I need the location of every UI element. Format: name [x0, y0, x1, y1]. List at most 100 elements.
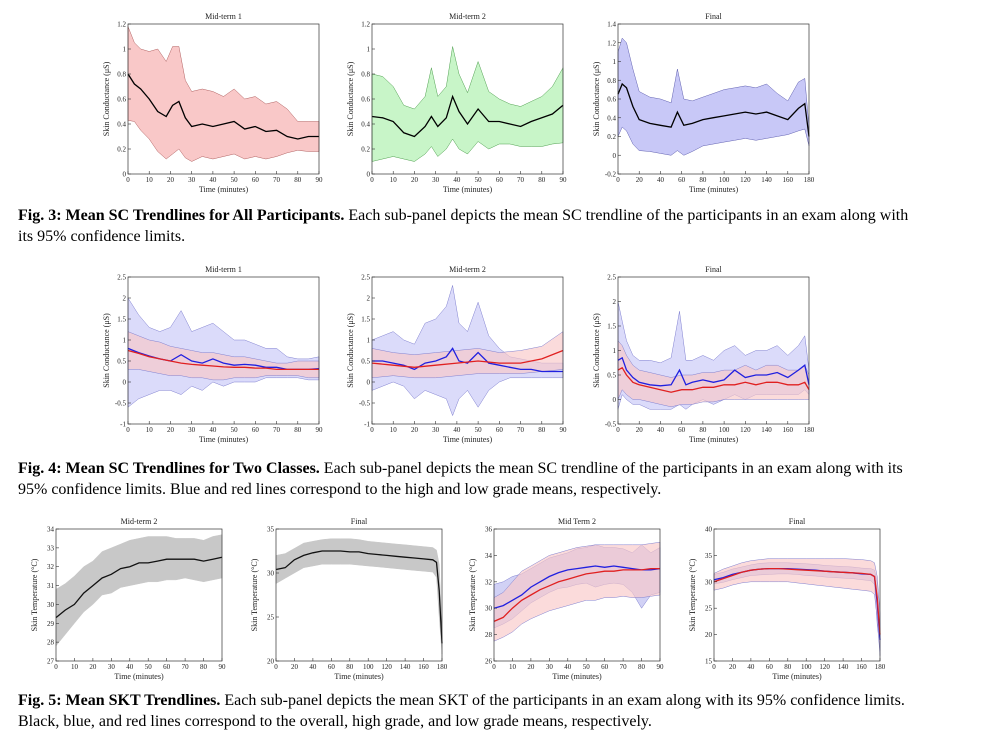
figure-5-text: Each sub-panel depicts the mean SKT of t…: [18, 692, 905, 730]
chart-f5b: Final 0 20 40 60 80 100 120 140 160 180 20 25 30 35 Tim…: [248, 515, 448, 685]
x-tick-label: 0: [274, 663, 278, 671]
y-tick-label: 40: [705, 526, 713, 534]
x-tick-label: 80: [538, 176, 546, 184]
x-tick-label: 0: [712, 663, 716, 671]
x-tick-label: 20: [291, 663, 299, 671]
confidence-band-0: [55, 534, 223, 647]
x-tick-label: 80: [200, 663, 208, 671]
x-tick-label: 180: [875, 663, 886, 671]
chart-title: Final: [705, 12, 722, 21]
x-axis-label: Time (minutes): [334, 672, 384, 681]
x-axis-label: Time (minutes): [552, 672, 602, 681]
chart-title: Final: [789, 517, 806, 526]
mean-line-1: [713, 567, 881, 635]
chart-title: Mid-term 2: [121, 517, 158, 526]
confidence-band-0: [617, 37, 810, 156]
y-tick-label: 1: [367, 46, 371, 54]
x-tick-label: 0: [616, 176, 620, 184]
x-tick-label: 20: [636, 426, 644, 434]
y-tick-label: 0: [613, 396, 617, 404]
mean-line-1: [617, 366, 810, 393]
x-tick-label: 100: [363, 663, 374, 671]
x-tick-label: 20: [167, 426, 175, 434]
y-axis-label: Skin Conductance (μS): [102, 313, 111, 388]
y-tick-label: 0.4: [117, 121, 126, 129]
plot-frame: [275, 528, 443, 662]
y-tick-label: 31: [47, 582, 55, 590]
y-tick-label: 0.2: [607, 133, 616, 141]
confidence-band-1: [493, 541, 661, 642]
y-tick-label: 0.8: [361, 71, 370, 79]
y-tick-label: 25: [267, 614, 275, 622]
x-tick-label: 80: [538, 426, 546, 434]
y-tick-label: 0: [613, 152, 617, 160]
y-tick-label: 32: [485, 578, 493, 586]
confidence-band-0: [275, 538, 443, 655]
chart-f3b: Mid-term 2 0 10 20 30 40 50 60 70 80 90 0 0.2 0.4 0.6 0…: [344, 10, 569, 198]
figure-4-label: Fig. 4: [18, 460, 57, 477]
x-tick-label: 50: [231, 176, 239, 184]
chart-f5c: Mid Term 2 0 10 20 30 40 50 60 70 80 90 26 28 30 32 34 3…: [466, 515, 666, 685]
x-axis-label: Time (minutes): [443, 435, 493, 444]
y-tick-label: 1: [613, 347, 617, 355]
x-tick-label: 120: [381, 663, 392, 671]
x-tick-label: 100: [719, 426, 730, 434]
x-tick-label: 70: [273, 176, 281, 184]
x-tick-label: 80: [784, 663, 792, 671]
x-tick-label: 0: [370, 426, 374, 434]
mean-line-1: [127, 349, 319, 371]
x-tick-label: 90: [316, 176, 324, 184]
x-tick-label: 20: [729, 663, 737, 671]
x-tick-label: 60: [496, 176, 504, 184]
y-tick-label: 1.2: [361, 21, 370, 29]
y-tick-label: 1: [613, 58, 617, 66]
y-tick-label: 34: [47, 526, 55, 534]
y-tick-label: 1: [367, 337, 371, 345]
y-tick-label: 1: [123, 46, 127, 54]
y-tick-label: 1.2: [117, 21, 126, 29]
y-tick-label: 2: [123, 295, 127, 303]
y-tick-label: 35: [705, 552, 713, 560]
x-tick-label: 20: [527, 663, 535, 671]
plot-frame: [127, 276, 320, 425]
x-tick-label: 10: [71, 663, 79, 671]
x-tick-label: 40: [747, 663, 755, 671]
x-tick-label: 60: [163, 663, 171, 671]
y-tick-label: 0.4: [607, 114, 616, 122]
y-tick-label: 33: [47, 544, 55, 552]
figure-3-text: Each sub-panel depicts the mean SC trend…: [18, 207, 909, 245]
mean-line-0: [493, 565, 661, 609]
figure-5-label: Fig. 5: [18, 692, 57, 709]
x-tick-label: 100: [719, 176, 730, 184]
x-axis-label: Time (minutes): [689, 435, 739, 444]
y-tick-label: 0.2: [361, 146, 370, 154]
x-tick-label: 0: [370, 176, 374, 184]
y-tick-label: 0.6: [361, 96, 370, 104]
chart-title: Mid-term 1: [205, 12, 242, 21]
plot-frame: [371, 276, 564, 425]
mean-line-0: [55, 556, 223, 619]
x-axis-label: Time (minutes): [689, 185, 739, 194]
x-tick-label: 160: [856, 663, 867, 671]
x-tick-label: 20: [89, 663, 97, 671]
x-tick-label: 40: [657, 176, 665, 184]
x-tick-label: 120: [819, 663, 830, 671]
x-tick-label: 30: [108, 663, 116, 671]
y-tick-label: 2: [367, 295, 371, 303]
x-tick-label: 0: [126, 426, 130, 434]
x-tick-label: 50: [145, 663, 153, 671]
plot-frame: [713, 528, 881, 662]
y-tick-label: 0: [367, 379, 371, 387]
y-tick-label: 27: [47, 658, 55, 666]
y-tick-label: 1.4: [607, 21, 616, 29]
x-tick-label: 30: [546, 663, 554, 671]
x-tick-label: 10: [509, 663, 517, 671]
y-tick-label: 30: [47, 601, 55, 609]
chart-f4a: Mid-term 1 0 10 20 30 40 50 60 70 80 90 -1 -0.5 0 0.5 1…: [100, 263, 325, 448]
x-tick-label: 180: [804, 426, 815, 434]
x-tick-label: 160: [783, 176, 794, 184]
y-tick-label: -0.5: [115, 400, 127, 408]
y-tick-label: 35: [267, 526, 275, 534]
confidence-band-0: [127, 26, 320, 162]
x-tick-label: 120: [740, 176, 751, 184]
